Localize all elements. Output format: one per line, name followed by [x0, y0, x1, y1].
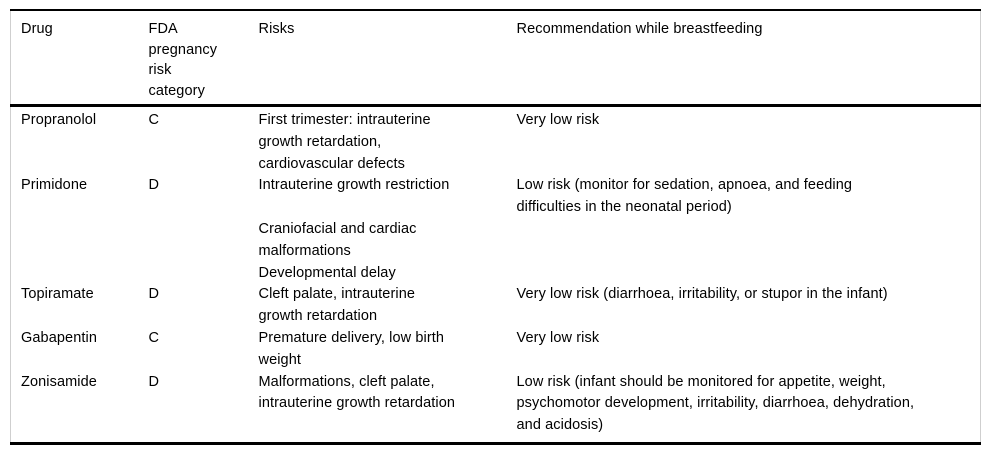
- drug-name-cell: Zonisamide: [21, 373, 97, 390]
- table-row: Zonisamide D Malformations, cleft palate…: [11, 372, 981, 444]
- fda-category-cell: D: [148, 286, 160, 303]
- col-header-fda-category: FDA pregnancy risk category: [148, 10, 259, 107]
- table-row: Gabapentin C Premature delivery, low bir…: [11, 328, 981, 372]
- risks-cell: Intrauterine growth restriction Craniofa…: [258, 177, 450, 281]
- drug-name-cell: Gabapentin: [21, 329, 97, 346]
- risks-cell: Cleft palate, intrauterine growth retard…: [258, 286, 416, 325]
- recommendation-cell: Very low risk: [516, 112, 600, 128]
- recommendation-cell: Very low risk (diarrhoea, irritability, …: [516, 286, 888, 303]
- recommendation-cell: Very low risk: [516, 329, 600, 346]
- fda-category-cell: D: [148, 177, 160, 194]
- fda-category-cell: D: [148, 373, 160, 390]
- col-header-drug: Drug: [10, 10, 149, 107]
- recommendation-cell: Low risk (monitor for sedation, apnoea, …: [516, 177, 853, 216]
- drug-name-cell: Topiramate: [21, 286, 94, 303]
- table-row: Propranolol C First trimester: intrauter…: [11, 106, 981, 176]
- table-header-row: Drug FDA pregnancy risk category Risks R…: [10, 10, 981, 107]
- drug-name-cell: Primidone: [21, 177, 88, 194]
- recommendation-cell: Low risk (infant should be monitored for…: [516, 373, 915, 434]
- drug-risk-table: Drug FDA pregnancy risk category Risks R…: [10, 9, 981, 445]
- table-row: Primidone D Intrauterine growth restrict…: [11, 175, 981, 284]
- risks-cell: First trimester: intrauterine growth ret…: [258, 112, 431, 172]
- risks-cell: Malformations, cleft palate, intrauterin…: [258, 373, 456, 412]
- fda-category-cell: C: [148, 329, 160, 346]
- drug-name-cell: Propranolol: [21, 112, 97, 128]
- table-row: Topiramate D Cleft palate, intrauterine …: [11, 284, 981, 328]
- col-header-recommendation: Recommendation while breastfeeding: [516, 10, 981, 107]
- fda-category-cell: C: [148, 112, 160, 128]
- risks-cell: Premature delivery, low birth weight: [258, 329, 445, 368]
- col-header-risks: Risks: [258, 10, 517, 107]
